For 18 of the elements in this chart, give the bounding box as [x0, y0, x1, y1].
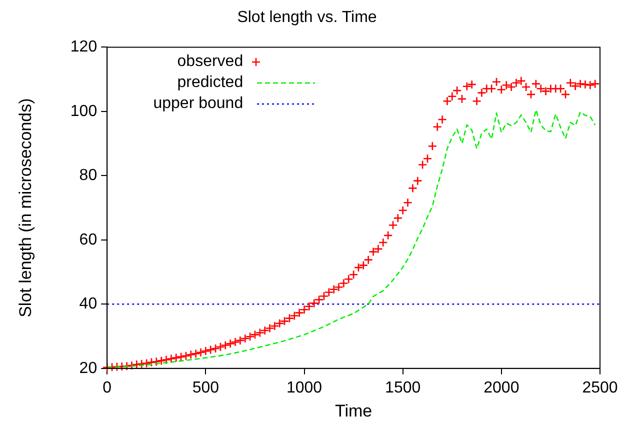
- y-tick-label: 80: [79, 167, 98, 184]
- y-axis-title: Slot length (in microseconds): [16, 98, 35, 318]
- y-tick-label: 100: [70, 102, 98, 120]
- x-tick-label: 0: [102, 379, 112, 396]
- chart-title: Slot length vs. Time: [237, 9, 377, 26]
- x-tick-label: 2500: [582, 379, 618, 396]
- x-tick-label: 1500: [385, 379, 421, 396]
- x-tick-label: 1000: [286, 379, 322, 396]
- x-axis-title: Time: [334, 401, 372, 420]
- legend-label: predicted: [176, 73, 244, 94]
- legend-label: observed: [177, 53, 244, 70]
- x-tick-label: 500: [192, 379, 220, 396]
- y-tick-label: 40: [79, 296, 98, 313]
- y-tick-label: 20: [79, 360, 98, 377]
- x-tick-label: 2000: [484, 379, 520, 396]
- legend-label: upper bound: [153, 95, 244, 112]
- y-tick-label: 60: [79, 231, 98, 248]
- y-tick-label: 120: [70, 38, 98, 56]
